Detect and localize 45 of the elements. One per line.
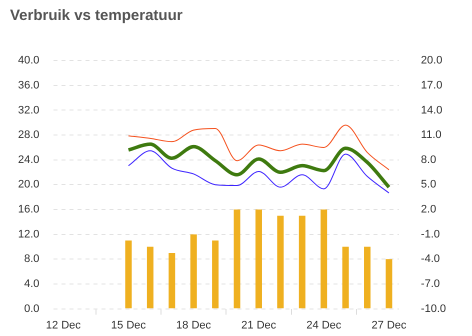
bar [168, 252, 176, 308]
y2-tick-label: 20.0 [420, 54, 442, 67]
y2-tick-label: -1.0 [420, 228, 440, 240]
x-tick-label: 15 Dec [111, 319, 146, 332]
line-series [126, 142, 391, 189]
bar [125, 240, 132, 308]
y-tick-label: 4.0 [24, 278, 40, 290]
y-tick-label: 40.0 [18, 54, 40, 67]
x-tick-label: 27 Dec [372, 319, 407, 332]
line-series [128, 150, 390, 194]
bar [386, 259, 392, 308]
x-tick-label: 12 Dec [46, 319, 82, 332]
bar [146, 246, 154, 308]
y2-tick-label: 5.0 [420, 178, 436, 191]
y2-tick-label: -4.0 [420, 253, 440, 266]
y-tick-label: 12.0 [18, 228, 40, 240]
x-tick-label: 24 Dec [306, 319, 342, 332]
bar [342, 246, 349, 308]
y2-tick-label: 14.0 [420, 104, 442, 116]
y2-tick-label: 2.0 [420, 204, 436, 216]
bar [298, 216, 306, 308]
x-tick-label: 18 Dec [176, 319, 212, 332]
chart-title: Verbruik vs temperatuur [10, 7, 183, 24]
bar [277, 216, 284, 308]
x-tick-label: 21 Dec [241, 319, 277, 332]
line-series [128, 124, 390, 170]
y2-tick-label: -7.0 [420, 278, 440, 290]
y-tick-label: 8.0 [24, 253, 40, 266]
y-tick-label: 32.0 [18, 104, 40, 116]
y-tick-label: 20.0 [18, 178, 40, 191]
y-tick-label: 28.0 [18, 129, 40, 142]
bar [320, 210, 328, 308]
y-tick-label: 16.0 [18, 204, 40, 216]
bar [190, 234, 197, 308]
y-tick-label: 36.0 [18, 79, 40, 92]
y-tick-label: 0.0 [24, 302, 40, 315]
bar [234, 210, 240, 308]
y2-tick-label: 11.0 [420, 129, 442, 142]
y2-tick-label: 8.0 [420, 154, 436, 166]
y2-tick-label: 17.0 [420, 79, 442, 92]
y-tick-label: 24.0 [18, 154, 40, 166]
y2-tick-label: -10.0 [420, 302, 446, 315]
bar [364, 246, 371, 308]
bar [255, 210, 262, 308]
bar [212, 240, 219, 308]
